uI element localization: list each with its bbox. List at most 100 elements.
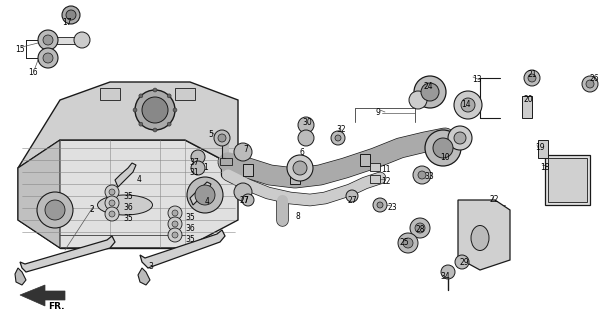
Text: 33: 33 [424,172,434,181]
Circle shape [242,194,254,206]
Circle shape [331,131,345,145]
Circle shape [425,130,461,166]
Text: 10: 10 [440,153,449,162]
Circle shape [524,70,540,86]
Circle shape [441,265,455,279]
Text: 32: 32 [336,125,346,134]
Bar [545,155,590,205]
Text: 13: 13 [472,75,482,84]
Text: 29: 29 [460,258,470,267]
Circle shape [415,223,425,233]
Circle shape [139,94,143,98]
Circle shape [398,233,418,253]
Text: 15: 15 [15,45,24,54]
Circle shape [234,183,252,201]
Circle shape [214,130,230,146]
Text: 4: 4 [137,175,142,184]
Text: 20: 20 [523,95,533,104]
Bar [538,140,548,158]
Circle shape [528,74,536,82]
Circle shape [298,130,314,146]
Ellipse shape [97,195,152,215]
Bar [220,158,232,165]
Circle shape [586,80,594,88]
Bar [290,172,300,184]
Circle shape [191,150,205,164]
Circle shape [167,122,171,126]
Text: 35: 35 [185,235,195,244]
Circle shape [172,232,178,238]
Text: 36: 36 [185,224,195,233]
Circle shape [66,10,76,20]
Circle shape [298,117,314,133]
Text: 31: 31 [189,168,199,177]
Circle shape [410,218,430,238]
Circle shape [454,91,482,119]
Text: 16: 16 [28,68,38,77]
Circle shape [373,198,387,212]
Text: 5: 5 [208,130,213,139]
Circle shape [582,76,598,92]
Polygon shape [140,230,225,268]
Text: 12: 12 [381,177,390,186]
Bar [370,163,380,171]
Text: 2: 2 [90,205,95,214]
Text: 35: 35 [123,192,133,201]
Bar [175,88,195,100]
Text: 14: 14 [461,100,471,109]
Text: 11: 11 [381,165,390,174]
Circle shape [173,108,177,112]
Circle shape [293,161,307,175]
Text: 8: 8 [296,212,301,221]
Polygon shape [18,82,238,168]
Circle shape [168,217,182,231]
Text: 27: 27 [240,196,250,205]
Circle shape [195,185,215,205]
Polygon shape [18,140,60,248]
Text: 7: 7 [243,145,248,154]
Bar [522,96,532,118]
Circle shape [168,206,182,220]
Polygon shape [458,200,510,270]
Polygon shape [138,268,150,285]
Polygon shape [115,163,136,187]
Circle shape [414,76,446,108]
Circle shape [433,138,453,158]
Text: 23: 23 [387,203,396,212]
Circle shape [191,161,205,175]
Text: 28: 28 [415,225,424,234]
Polygon shape [190,182,211,205]
Circle shape [168,228,182,242]
Bar [548,158,587,202]
Circle shape [38,48,58,68]
Text: FR.: FR. [48,302,65,311]
Ellipse shape [471,226,489,251]
Text: 1: 1 [203,163,208,172]
Bar [243,164,253,176]
Bar [360,154,370,166]
Circle shape [74,32,90,48]
Polygon shape [15,268,26,285]
Polygon shape [20,285,65,306]
Circle shape [287,155,313,181]
Circle shape [105,196,119,210]
Circle shape [187,177,223,213]
Text: 19: 19 [535,143,544,152]
Circle shape [418,171,426,179]
Circle shape [43,53,53,63]
Circle shape [218,134,226,142]
Polygon shape [18,140,238,248]
Text: 37: 37 [189,158,199,167]
Circle shape [153,128,157,132]
Circle shape [461,98,475,112]
Text: 9: 9 [375,108,380,117]
Circle shape [172,210,178,216]
Circle shape [377,202,383,208]
Circle shape [153,88,157,92]
Bar [100,88,120,100]
Text: 35: 35 [123,214,133,223]
Text: 17: 17 [62,18,72,27]
Circle shape [448,126,472,150]
Text: 24: 24 [423,82,432,91]
Text: 35: 35 [185,213,195,222]
